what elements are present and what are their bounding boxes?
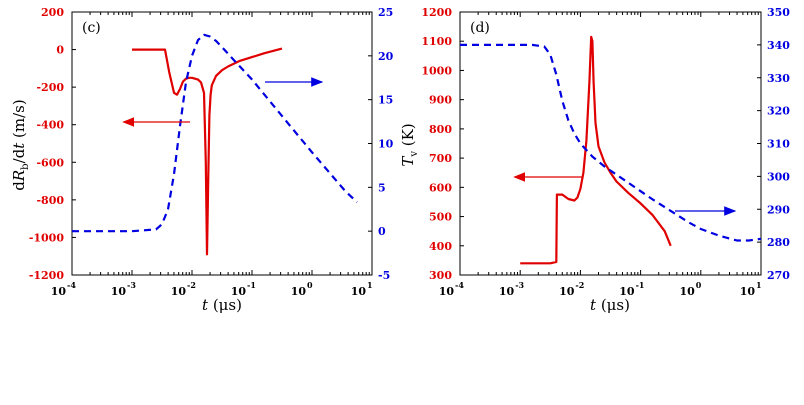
left-tick-label: 400: [429, 240, 452, 253]
series-line-right: [72, 33, 358, 233]
x-tick-exponent: 1: [367, 280, 373, 290]
x-tick-exponent: -2: [575, 280, 584, 290]
x-axis: 10 -4 10 -3 10 -2 10 -1 10 0 10 1: [51, 12, 373, 298]
x-tick-exponent: 0: [307, 280, 313, 290]
x-tick-exponent: -3: [127, 280, 136, 290]
x-tick-exponent: -4: [455, 280, 464, 290]
x-tick-label: 10: [559, 285, 575, 298]
right-tick-label: 15: [378, 94, 393, 107]
left-tick-label: 900: [429, 94, 452, 107]
left-axis: 200 0 -200 -400 -600 -800 -1000 -1200: [29, 6, 76, 282]
x-tick-label: 10: [679, 285, 695, 298]
x-tick-exponent: -1: [247, 280, 256, 290]
left-tick-label: 1000: [421, 64, 452, 77]
x-axis-label: t (μs): [202, 296, 242, 314]
x-tick-label: 10: [351, 285, 367, 298]
left-tick-label: 1200: [421, 6, 452, 19]
x-tick-label: 10: [740, 285, 756, 298]
right-tick-label: 300: [767, 170, 790, 183]
x-tick-exponent: 0: [696, 280, 702, 290]
left-tick-label: 0: [56, 44, 64, 57]
series-layer: [72, 33, 358, 256]
x-tick-label: 10: [499, 285, 515, 298]
x-tick-exponent: -2: [187, 280, 196, 290]
y-axis-label: Tv (K): [399, 123, 420, 166]
left-tick-label: 500: [429, 211, 452, 224]
left-tick-label: -1200: [29, 269, 65, 282]
x-tick-exponent: -1: [636, 280, 645, 290]
right-axis: 350 340 330 320 310 300 290 280 270: [757, 6, 790, 282]
right-tick-label: 20: [378, 50, 394, 63]
x-tick-label: 10: [51, 285, 67, 298]
series-line-left: [132, 47, 283, 256]
x-tick-label: 10: [111, 285, 127, 298]
x-axis-label: t (μs): [590, 296, 630, 314]
right-tick-label: 320: [767, 105, 790, 118]
x-axis: 10 -4 10 -3 10 -2 10 -1 10 0 10 1: [439, 12, 762, 298]
x-tick-label: 10: [171, 285, 187, 298]
left-tick-label: -1000: [29, 231, 65, 244]
right-tick-label: 5: [378, 181, 386, 194]
series-line-left: [520, 35, 672, 265]
left-tick-label: 800: [429, 123, 452, 136]
right-tick-label: 350: [767, 6, 790, 19]
y-axis-label: dRb/dt (m/s): [10, 99, 31, 190]
right-tick-label: 25: [378, 6, 393, 19]
right-tick-label: 280: [767, 236, 790, 249]
left-tick-label: 700: [429, 152, 452, 165]
left-tick-label: -200: [36, 81, 64, 94]
left-tick-label: 300: [429, 269, 452, 282]
x-tick-exponent: -3: [515, 280, 524, 290]
left-tick-label: -600: [36, 156, 64, 169]
x-tick-label: 10: [231, 285, 247, 298]
x-tick-label: 10: [291, 285, 307, 298]
right-tick-label: 0: [378, 225, 386, 238]
panel-label: (c): [82, 20, 101, 36]
left-axis: 1200 1100 1000 900 800 700 600 500 400 300: [421, 6, 464, 282]
right-axis: 25 20 15 10 5 0 -5: [368, 6, 394, 282]
series-layer: [460, 35, 762, 265]
x-tick-exponent: 1: [756, 280, 762, 290]
right-tick-label: 330: [767, 72, 790, 85]
plot-frame: [71, 11, 373, 276]
right-tick-label: 310: [767, 138, 790, 151]
x-tick-label: 10: [619, 285, 635, 298]
left-tick-label: 600: [429, 181, 452, 194]
series-line-right: [460, 43, 762, 242]
right-tick-label: 270: [767, 269, 790, 282]
x-tick-label: 10: [439, 285, 455, 298]
x-tick-exponent: -4: [67, 280, 76, 290]
left-tick-label: 1100: [421, 35, 452, 48]
right-tick-label: -5: [378, 269, 390, 282]
left-tick-label: -800: [36, 194, 64, 207]
right-tick-label: 290: [767, 203, 790, 216]
panel-label: (d): [470, 20, 490, 36]
left-tick-label: 200: [41, 6, 64, 19]
right-tick-label: 340: [767, 39, 790, 52]
left-tick-label: -400: [36, 119, 64, 132]
right-tick-label: 10: [378, 138, 394, 151]
